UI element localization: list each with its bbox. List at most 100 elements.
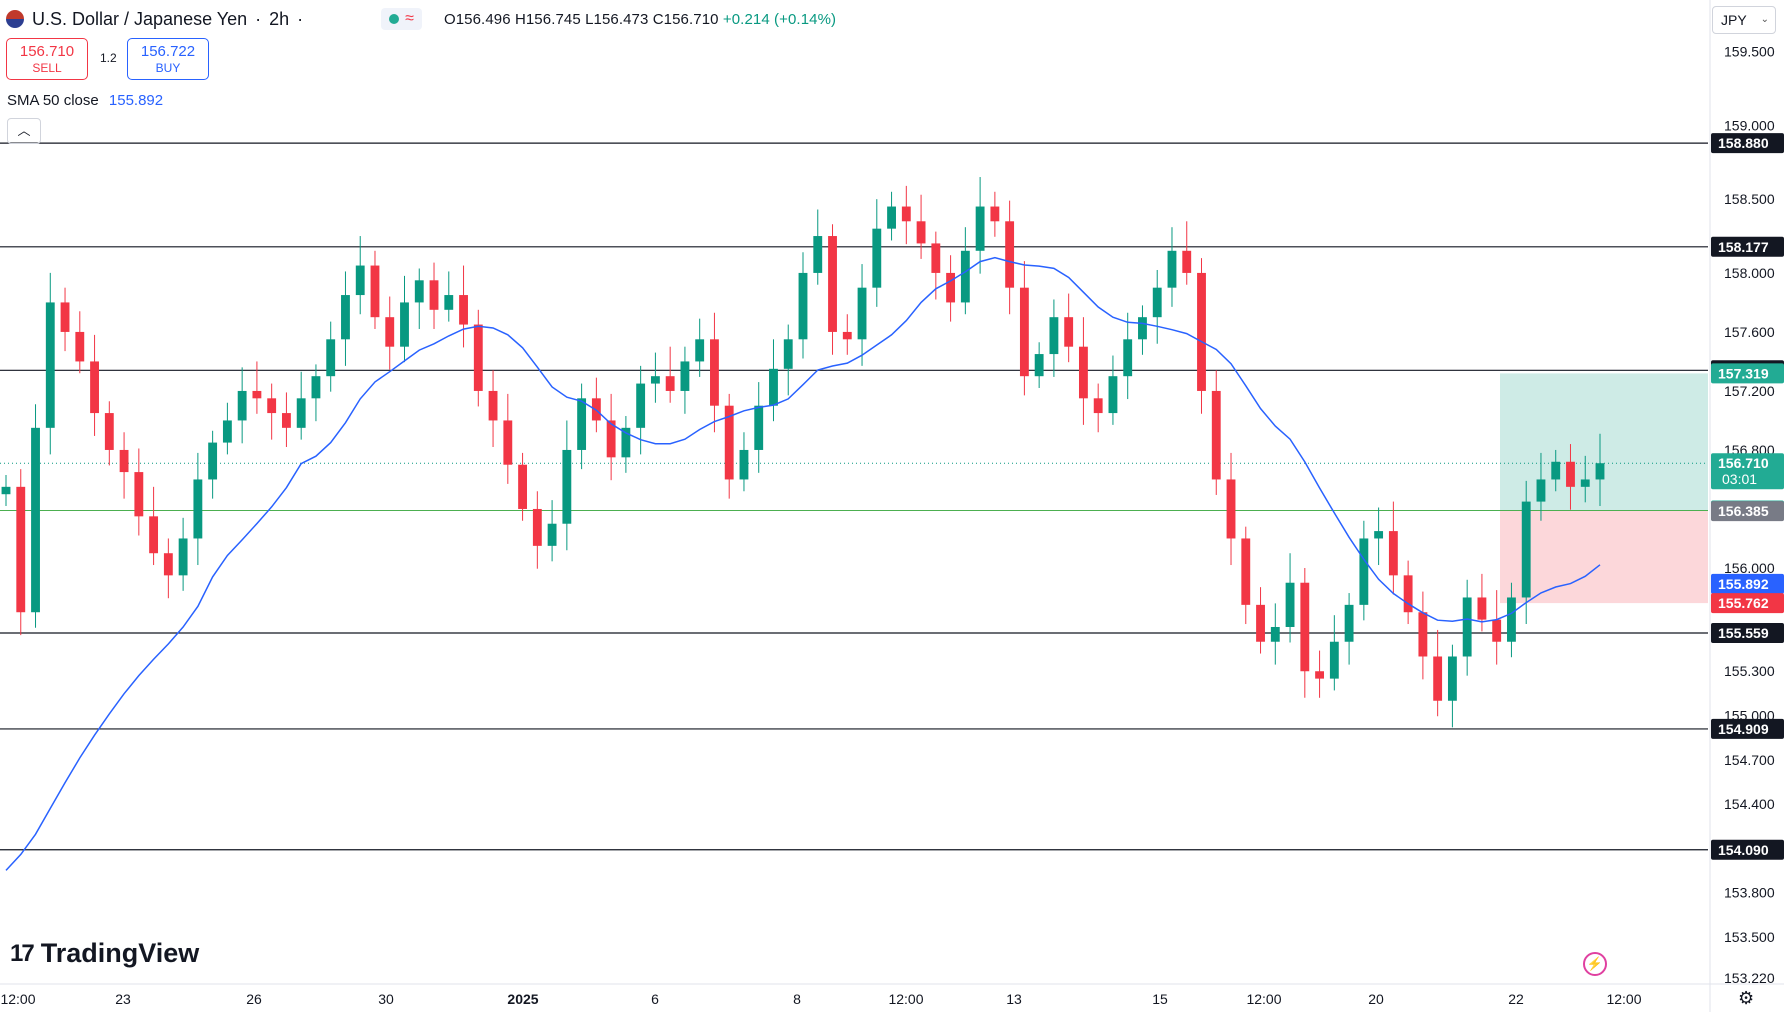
target-price-tag: 157.319 [1718,365,1769,381]
time-tick-label: 12:00 [0,991,35,1007]
change-value: +0.214 (+0.14%) [722,10,837,28]
candle-body [222,420,232,443]
time-tick-label: 12:00 [1246,991,1281,1007]
prev-close-tag: 156.385 [1718,503,1769,519]
candle-body [1374,531,1384,539]
time-tick-label: 6 [651,991,659,1007]
candle-body [444,295,454,310]
price-tick-label: 153.220 [1724,970,1775,986]
price-tick-label: 159.500 [1724,44,1775,60]
interval-label[interactable]: 2h [269,8,290,29]
candle-body [1152,287,1162,318]
symbol-name[interactable]: U.S. Dollar / Japanese Yen [32,8,248,29]
candle-body [1093,398,1103,414]
close-value: C156.710 [652,10,719,28]
price-tick-label: 156.000 [1724,560,1775,576]
wave-icon: ≈ [405,10,414,27]
candle-body [296,398,306,428]
candle-body [1034,354,1044,377]
candle-body [680,361,690,391]
candle-body [1019,287,1029,377]
level-price-tag: 158.177 [1718,239,1769,255]
candle-body [281,413,291,428]
last-price-tag: 156.710 [1718,455,1769,471]
candle-body [665,376,675,391]
candle-body [739,449,749,480]
currency-selector[interactable]: JPY ⌄ [1712,6,1776,34]
candle-body [16,486,26,613]
candle-body [355,265,365,296]
sma-label: SMA 50 close [7,92,99,109]
candle-body [237,390,247,421]
candle-body [1226,479,1236,539]
candle-body [163,553,173,576]
candle-body [724,405,734,480]
price-tick-label: 158.500 [1724,191,1775,207]
time-tick-label: 23 [115,991,131,1007]
candle-body [769,368,778,406]
candle-body [400,302,409,347]
sell-price: 156.710 [19,43,75,60]
settings-icon[interactable]: ⚙ [1738,988,1755,1008]
candle-body [134,472,144,517]
candle-body [1138,317,1147,340]
candle-body [813,236,823,273]
collapse-legend-button[interactable]: ︿ [7,118,41,144]
candle-body [1329,641,1339,679]
candle-body [1536,479,1546,502]
candle-body [916,221,926,244]
buy-button[interactable]: 156.722 BUY [127,38,209,80]
price-tick-label: 158.000 [1724,265,1775,281]
sma-price-tag: 155.892 [1718,576,1769,592]
candle-body [429,280,439,310]
candle-body [1388,531,1398,576]
sell-button[interactable]: 156.710 SELL [6,38,88,80]
candle-body [311,376,321,399]
market-status[interactable]: ≈ [381,8,422,30]
time-tick-label: 13 [1006,991,1022,1007]
candle-body [931,243,941,273]
currency-label: JPY [1721,12,1747,28]
candle-body [754,405,764,450]
candle-body [1566,461,1575,487]
tradingview-logo[interactable]: 17 TradingView [10,938,199,969]
sma-line [5,256,1601,871]
candle-body [90,361,99,414]
separator-dot: · [297,8,304,29]
price-tick-label: 157.600 [1724,324,1775,340]
candle-body [1285,582,1295,627]
buy-price: 156.722 [140,43,196,60]
level-price-tag-bg [1711,133,1784,154]
candle-body [385,317,395,347]
price-tick-label: 153.500 [1724,929,1775,945]
candle-body [650,376,660,384]
candle-body [798,272,808,340]
lightning-icon[interactable]: ⚡ [1583,952,1607,976]
level-price-tag-bg [1711,839,1784,860]
candle-body [828,236,837,332]
candle-body [1580,479,1590,487]
chevron-down-icon: ⌄ [1760,14,1769,25]
candle-body [1507,597,1516,642]
candle-body [1551,461,1561,480]
sma-value: 155.892 [108,92,164,109]
sma-legend[interactable]: SMA 50 close 155.892 [7,92,163,109]
candle-body [208,442,218,480]
candle-body [193,479,203,539]
price-tick-label: 157.200 [1724,383,1775,399]
candle-body [60,302,70,332]
candle-body [1300,582,1310,672]
candle-body [562,449,572,524]
time-tick-label: 12:00 [1606,991,1641,1007]
candle-body [1197,272,1206,391]
stop-price-tag-bg [1711,593,1784,614]
candle-body [990,206,1000,222]
high-value: H156.745 [514,10,581,28]
candle-body [1344,604,1354,642]
level-price-tag: 154.909 [1718,721,1769,737]
candle-body [1,486,11,495]
price-tick-label: 153.800 [1724,885,1775,901]
candle-body [267,398,277,414]
spread-value: 1.2 [100,51,117,65]
